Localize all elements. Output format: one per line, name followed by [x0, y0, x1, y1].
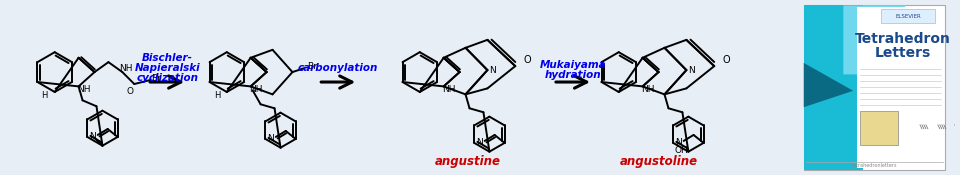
FancyBboxPatch shape: [804, 5, 863, 170]
Text: Tetrahedron: Tetrahedron: [854, 32, 950, 46]
Text: O: O: [523, 55, 531, 65]
FancyBboxPatch shape: [860, 111, 898, 145]
Text: Letters: Letters: [875, 46, 931, 60]
Text: NH: NH: [442, 85, 455, 94]
Text: N: N: [489, 66, 495, 75]
Text: NH: NH: [120, 64, 133, 73]
Text: carbonylation: carbonylation: [298, 63, 378, 73]
Polygon shape: [843, 5, 905, 74]
Text: N: N: [267, 134, 274, 144]
Text: O: O: [722, 55, 730, 65]
Text: O: O: [127, 88, 133, 96]
Text: NH: NH: [641, 85, 655, 94]
Text: angustoline: angustoline: [619, 155, 698, 168]
Text: NH: NH: [77, 85, 90, 94]
FancyBboxPatch shape: [804, 5, 945, 170]
Text: H: H: [41, 92, 48, 100]
Text: tetrahedronletters: tetrahedronletters: [852, 163, 898, 168]
Text: N: N: [688, 66, 695, 75]
Text: Bischler-: Bischler-: [142, 53, 193, 63]
Text: ELSEVIER: ELSEVIER: [896, 14, 922, 19]
Text: Br: Br: [152, 74, 161, 83]
Polygon shape: [804, 63, 853, 107]
Text: N: N: [89, 132, 96, 141]
Text: cyclization: cyclization: [136, 73, 198, 83]
FancyBboxPatch shape: [881, 9, 935, 23]
Text: hydration: hydration: [544, 70, 601, 80]
Text: angustine: angustine: [435, 155, 500, 168]
Text: N: N: [675, 138, 682, 147]
Text: Mukaiyama: Mukaiyama: [540, 60, 607, 70]
Text: NH: NH: [249, 85, 262, 94]
Text: N: N: [476, 138, 483, 147]
Text: H: H: [214, 92, 220, 100]
FancyBboxPatch shape: [857, 7, 942, 168]
Text: OH: OH: [675, 146, 688, 155]
Text: Br: Br: [307, 62, 318, 71]
Text: Napieralski: Napieralski: [134, 63, 200, 73]
